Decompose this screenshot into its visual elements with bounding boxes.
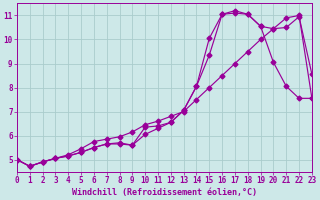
X-axis label: Windchill (Refroidissement éolien,°C): Windchill (Refroidissement éolien,°C) xyxy=(72,188,257,197)
